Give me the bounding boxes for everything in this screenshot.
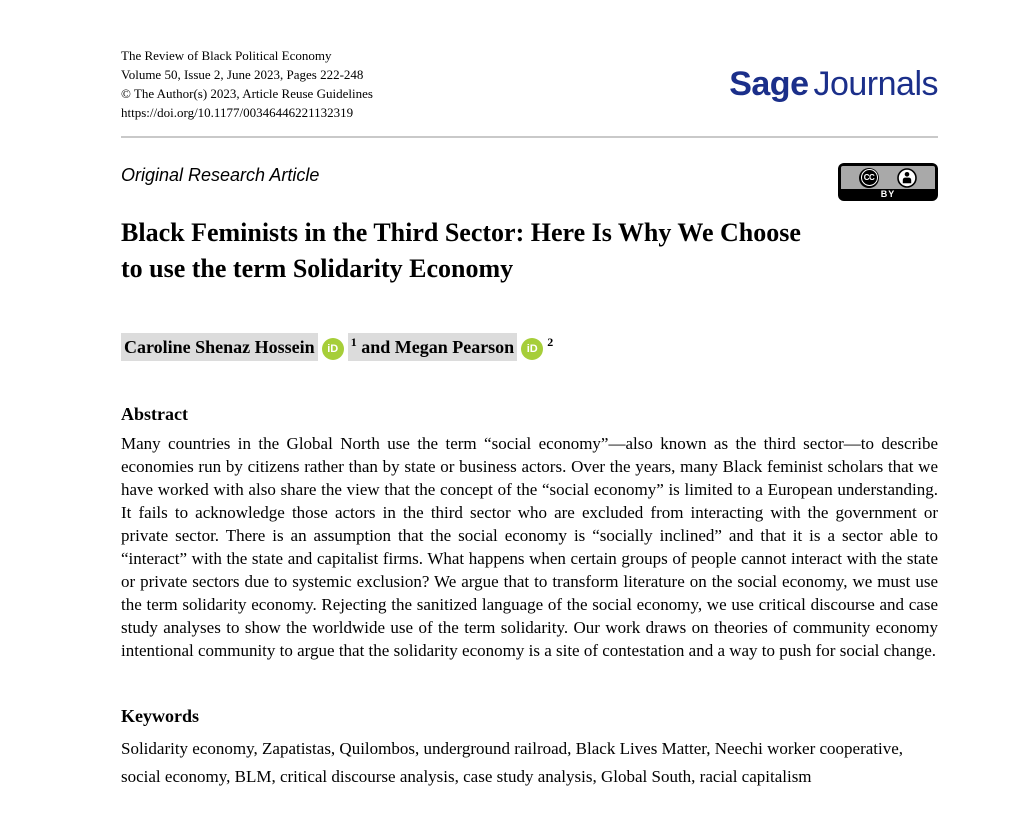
abstract-section: Abstract Many countries in the Global No… <box>121 404 938 662</box>
author-line: Caroline Shenaz Hossein iD 1 and Megan Pea… <box>121 327 938 362</box>
keywords-section: Keywords Solidarity economy, Zapatistas,… <box>121 706 938 790</box>
article-title: Black Feminists in the Third Sector: Her… <box>121 218 801 283</box>
article-type-row: Original Research Article CC BY <box>121 163 938 201</box>
doi-link[interactable]: https://doi.org/10.1177/0034644622113231… <box>121 105 354 120</box>
copyright-reuse-line[interactable]: © The Author(s) 2023, Article Reuse Guid… <box>121 86 373 101</box>
citation-block: The Review of Black Political Economy Vo… <box>121 46 373 122</box>
masthead: The Review of Black Political Economy Vo… <box>121 46 938 122</box>
abstract-heading: Abstract <box>121 404 188 424</box>
sage-journals-logo[interactable]: Sage Journals <box>729 65 938 104</box>
cc-icon: CC <box>859 167 879 188</box>
abstract-text: Many countries in the Global North use t… <box>121 434 938 660</box>
cc-by-license-badge[interactable]: CC BY <box>838 163 938 201</box>
author-2-link[interactable]: 1 and Megan Pearson <box>347 333 518 361</box>
attribution-person-icon <box>897 167 917 188</box>
journal-name: The Review of Black Political Economy <box>121 48 332 63</box>
cc-by-label: BY <box>880 189 896 199</box>
article-type-label: Original Research Article <box>121 165 320 185</box>
author-1-affiliation-sup: 1 <box>350 335 357 349</box>
header-divider <box>121 136 938 138</box>
author-2-affiliation-sup: 2 <box>547 335 554 349</box>
keywords-text: Solidarity economy, Zapatistas, Quilombo… <box>121 739 904 786</box>
author-connector: and <box>361 337 391 357</box>
cc-badge-top: CC <box>841 166 935 189</box>
keywords-heading: Keywords <box>121 706 199 726</box>
author-1-link[interactable]: Caroline Shenaz Hossein <box>121 333 318 361</box>
author-2-name: Megan Pearson <box>394 337 515 357</box>
cc-icon-label: CC <box>860 169 878 186</box>
orcid-icon[interactable]: iD <box>521 337 544 360</box>
issue-info: Volume 50, Issue 2, June 2023, Pages 222… <box>121 67 364 82</box>
logo-sage-text: Sage <box>729 64 809 103</box>
logo-journals-text: Journals <box>813 64 938 103</box>
orcid-icon[interactable]: iD <box>321 337 344 360</box>
